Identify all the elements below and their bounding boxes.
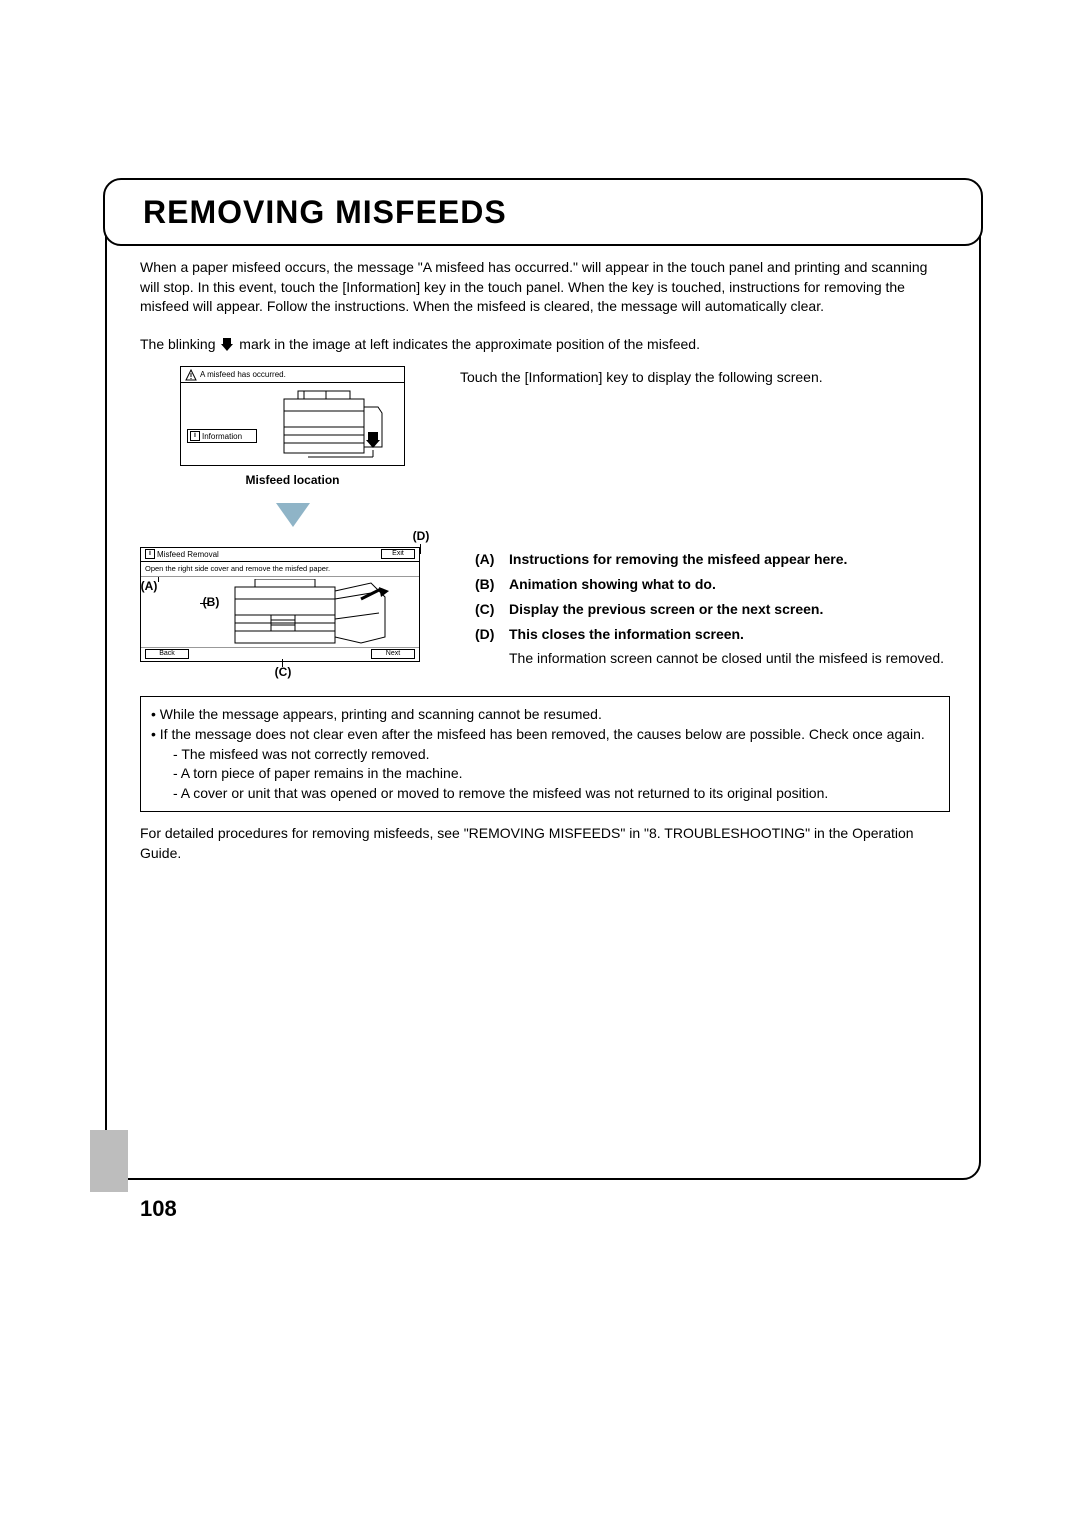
screen1-header: A misfeed has occurred. [181,367,404,383]
definition-list: (A)Instructions for removing the misfeed… [475,549,950,645]
right-column-upper: Touch the [Information] key to display t… [460,366,950,542]
info-icon-2: i [145,549,155,559]
footer-paragraph: For detailed procedures for removing mis… [140,824,950,863]
exit-button[interactable]: Exit [381,549,415,559]
screen2-title-area: i Misfeed Removal [145,549,219,560]
leader-d [420,544,421,554]
definitions-column: (A)Instructions for removing the misfeed… [475,547,950,669]
def-a: (A)Instructions for removing the misfeed… [475,549,950,570]
upper-two-column: A misfeed has occurred. i Information [140,366,950,542]
title-box: REMOVING MISFEEDS [103,178,983,246]
information-screen: i Misfeed Removal Exit Open the right si… [140,547,420,662]
info-label: Information [202,431,242,442]
leader-b [200,603,208,604]
next-button[interactable]: Next [371,649,415,659]
info-icon: i [190,431,200,441]
def-c: (C)Display the previous screen or the ne… [475,599,950,620]
blink-text-pre: The blinking [140,336,219,352]
misfeed-marker-icon [219,338,235,352]
def-d: (D)This closes the information screen. [475,624,950,645]
left-column: A misfeed has occurred. i Information [140,366,440,542]
back-button[interactable]: Back [145,649,189,659]
note-list: While the message appears, printing and … [151,705,939,744]
note-sub-2: - A torn piece of paper remains in the m… [173,764,939,784]
screen1-body: i Information [181,383,404,467]
leader-a [158,577,159,582]
content-area: When a paper misfeed occurs, the message… [140,258,950,864]
screen2-title: Misfeed Removal [157,549,219,560]
blink-text-post: mark in the image at left indicates the … [239,336,700,352]
screen2-header: i Misfeed Removal Exit [141,548,419,562]
screen2-nav: Back Next [141,647,419,661]
screen1-message: A misfeed has occurred. [200,369,286,380]
touch-info-text: Touch the [Information] key to display t… [460,368,950,388]
left-column-lower: (D) i Misfeed Removal Exit Open the righ… [140,547,455,669]
label-d: (D) [410,529,432,545]
printer-illustration [278,387,398,463]
note-sub-1: - The misfeed was not correctly removed. [173,745,939,765]
label-a: (A) [138,579,160,595]
screen2-body [141,577,419,651]
down-arrow-icon [180,503,405,533]
printer-open-illustration [231,579,411,649]
information-button[interactable]: i Information [187,429,257,443]
page-title: REMOVING MISFEEDS [143,194,507,231]
intro-paragraph: When a paper misfeed occurs, the message… [140,258,950,317]
label-c: (C) [272,665,294,681]
screen2-instruction: Open the right side cover and remove the… [141,562,419,578]
misfeed-location-caption: Misfeed location [180,472,405,489]
note-1: While the message appears, printing and … [161,705,939,725]
lower-two-column: (D) i Misfeed Removal Exit Open the righ… [140,547,950,669]
def-b: (B)Animation showing what to do. [475,574,950,595]
leader-c [282,659,283,667]
touch-screen-misfeed: A misfeed has occurred. i Information [180,366,405,466]
page-number: 108 [140,1196,177,1222]
screen2-wrapper: (D) i Misfeed Removal Exit Open the righ… [140,547,455,662]
note-box: While the message appears, printing and … [140,696,950,812]
blinking-mark-paragraph: The blinking mark in the image at left i… [140,335,950,355]
page-tab [90,1130,128,1192]
def-d-sub: The information screen cannot be closed … [509,649,950,669]
warning-icon [185,369,197,381]
note-sub-3: - A cover or unit that was opened or mov… [173,784,939,804]
note-2: If the message does not clear even after… [161,725,939,745]
